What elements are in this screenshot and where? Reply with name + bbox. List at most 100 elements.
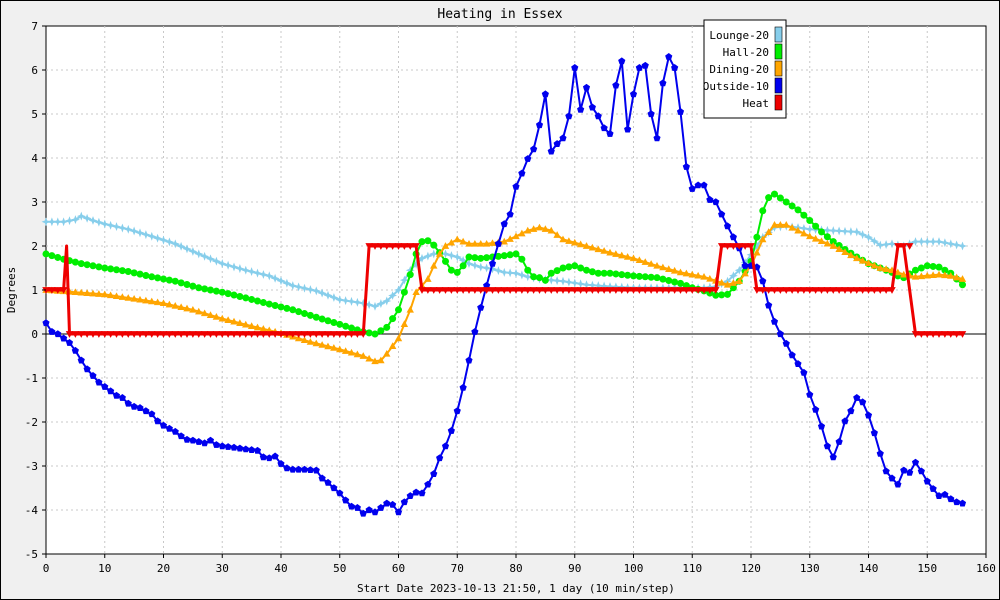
series-layer <box>41 53 967 517</box>
data-point-heat <box>682 287 691 294</box>
data-point-outside-10 <box>265 454 273 462</box>
y-tick-label: 4 <box>31 152 38 165</box>
data-point-outside-10 <box>512 182 520 190</box>
data-point-outside-10 <box>154 417 162 425</box>
data-point-heat <box>71 331 80 338</box>
data-point-hall-20 <box>107 265 115 273</box>
data-point-hall-20 <box>330 319 338 327</box>
data-point-dining-20 <box>218 314 226 322</box>
data-point-dining-20 <box>682 269 691 277</box>
data-point-heat <box>541 287 550 294</box>
data-point-hall-20 <box>935 263 943 271</box>
data-point-outside-10 <box>171 427 179 435</box>
data-point-hall-20 <box>541 276 549 284</box>
data-point-heat <box>306 331 315 338</box>
data-point-hall-20 <box>506 251 514 259</box>
data-point-heat <box>806 287 814 294</box>
legend-label-hall-20: Hall-20 <box>723 46 769 59</box>
data-point-outside-10 <box>888 474 896 482</box>
data-point-outside-10 <box>359 509 367 517</box>
data-point-hall-20 <box>95 263 103 271</box>
data-point-dining-20 <box>341 347 350 354</box>
data-point-lounge-20 <box>288 281 298 291</box>
data-point-heat <box>277 331 285 338</box>
data-point-dining-20 <box>565 237 573 244</box>
data-point-heat <box>336 331 344 338</box>
data-point-dining-20 <box>582 242 591 249</box>
data-point-outside-10 <box>806 390 814 398</box>
data-point-outside-10 <box>676 108 685 115</box>
data-point-hall-20 <box>318 315 326 323</box>
data-point-outside-10 <box>500 220 508 228</box>
data-point-outside-10 <box>371 508 379 516</box>
data-point-outside-10 <box>488 259 497 267</box>
legend-label-dining-20: Dining-20 <box>709 63 769 76</box>
data-point-lounge-20 <box>911 237 920 247</box>
data-point-heat <box>571 287 579 294</box>
data-point-hall-20 <box>424 237 432 245</box>
data-point-outside-10 <box>477 303 485 311</box>
data-point-lounge-20 <box>376 299 386 309</box>
data-point-heat <box>394 243 403 250</box>
data-point-hall-20 <box>242 294 250 302</box>
data-point-dining-20 <box>782 221 790 228</box>
data-point-heat <box>894 243 902 250</box>
data-point-outside-10 <box>306 466 314 474</box>
data-point-heat <box>905 243 914 250</box>
data-point-lounge-20 <box>206 254 215 264</box>
data-point-lounge-20 <box>505 268 515 278</box>
data-point-hall-20 <box>512 250 520 258</box>
data-point-lounge-20 <box>164 237 174 247</box>
data-point-outside-10 <box>54 330 62 338</box>
data-point-outside-10 <box>923 477 931 485</box>
data-point-hall-20 <box>500 252 508 260</box>
data-point-outside-10 <box>418 489 426 497</box>
data-point-hall-20 <box>347 324 355 332</box>
data-point-hall-20 <box>917 264 925 272</box>
data-point-dining-20 <box>829 242 837 249</box>
data-point-dining-20 <box>365 354 373 362</box>
data-point-lounge-20 <box>229 262 239 272</box>
data-point-hall-20 <box>806 216 814 224</box>
data-point-hall-20 <box>794 206 802 214</box>
data-point-dining-20 <box>700 272 708 280</box>
data-point-heat <box>600 287 608 294</box>
data-point-lounge-20 <box>546 275 556 285</box>
data-point-hall-20 <box>342 322 350 330</box>
data-point-heat <box>829 287 837 294</box>
data-point-outside-10 <box>400 498 408 506</box>
data-point-dining-20 <box>206 311 215 318</box>
data-point-heat <box>488 287 497 294</box>
data-point-lounge-20 <box>940 238 950 248</box>
data-point-heat <box>535 287 544 294</box>
data-point-dining-20 <box>242 320 250 328</box>
data-point-dining-20 <box>224 316 232 323</box>
data-point-heat <box>265 331 273 338</box>
data-point-heat <box>159 331 168 338</box>
data-point-heat <box>136 331 144 338</box>
data-point-heat <box>747 243 755 250</box>
data-point-dining-20 <box>212 313 221 320</box>
data-point-lounge-20 <box>141 230 151 240</box>
data-point-hall-20 <box>812 222 820 230</box>
data-point-lounge-20 <box>417 253 427 263</box>
data-point-outside-10 <box>312 466 320 474</box>
data-point-heat <box>618 287 626 294</box>
legend-label-heat: Heat <box>743 97 770 110</box>
data-point-heat <box>665 287 673 294</box>
data-point-lounge-20 <box>276 276 286 286</box>
data-point-outside-10 <box>594 112 602 120</box>
data-point-outside-10 <box>565 112 573 120</box>
data-point-hall-20 <box>530 273 538 281</box>
data-point-dining-20 <box>853 254 861 262</box>
data-point-heat <box>118 331 127 338</box>
data-point-dining-20 <box>388 342 397 349</box>
data-point-dining-20 <box>406 305 414 313</box>
data-point-heat <box>753 287 761 294</box>
data-point-outside-10 <box>406 492 414 500</box>
data-point-outside-10 <box>706 196 714 203</box>
data-point-hall-20 <box>271 302 279 310</box>
data-point-outside-10 <box>441 442 450 450</box>
data-point-outside-10 <box>224 443 232 450</box>
data-point-outside-10 <box>577 105 585 113</box>
